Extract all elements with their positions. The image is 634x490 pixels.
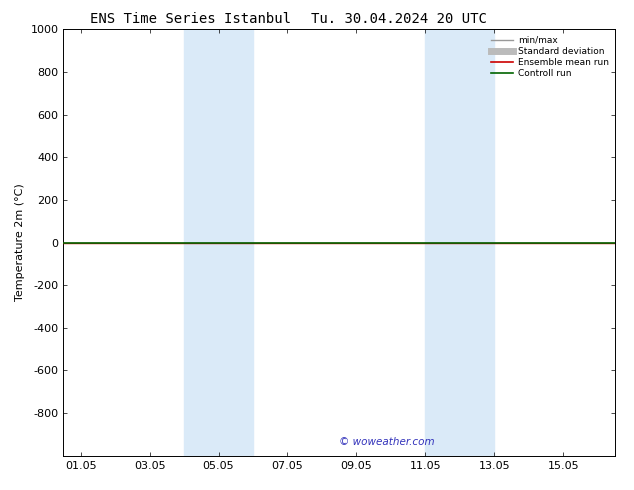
Text: Tu. 30.04.2024 20 UTC: Tu. 30.04.2024 20 UTC (311, 12, 488, 26)
Legend: min/max, Standard deviation, Ensemble mean run, Controll run: min/max, Standard deviation, Ensemble me… (489, 34, 611, 80)
Bar (425, 29, 495, 456)
Text: ENS Time Series Istanbul: ENS Time Series Istanbul (89, 12, 291, 26)
Y-axis label: Temperature 2m (°C): Temperature 2m (°C) (15, 184, 25, 301)
Text: © woweather.com: © woweather.com (339, 437, 435, 447)
Bar (184, 29, 253, 456)
